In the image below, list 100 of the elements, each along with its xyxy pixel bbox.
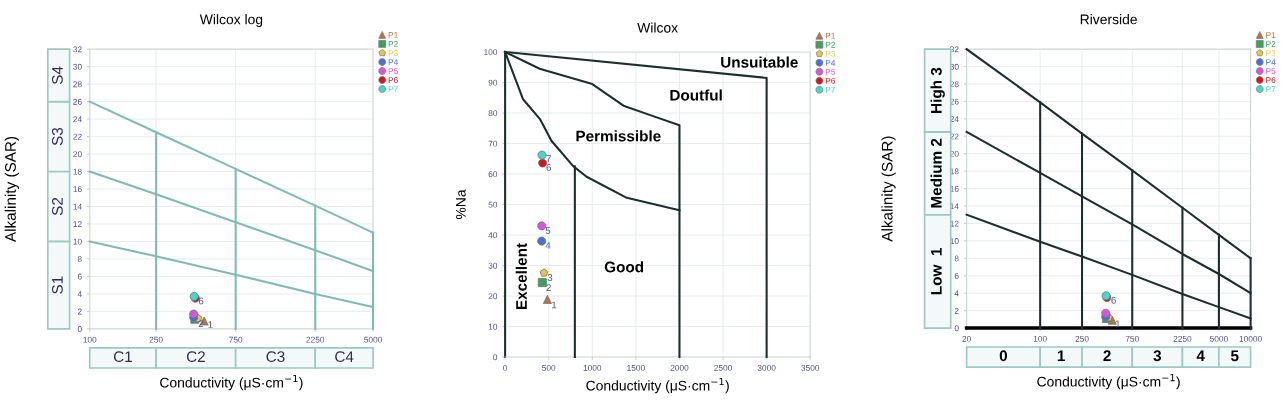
annotation: 7 bbox=[546, 155, 551, 162]
x-tick-label: 0 bbox=[503, 364, 508, 371]
annotation: 6 bbox=[1111, 296, 1116, 304]
legend-label: P3 bbox=[825, 50, 836, 57]
annotation: 1 bbox=[552, 301, 557, 309]
x-tick-label: 20 bbox=[962, 335, 971, 342]
annotation: 4 bbox=[545, 242, 551, 249]
text: High 3 bbox=[930, 67, 945, 113]
y-tick-label: 30 bbox=[488, 262, 498, 269]
y-tick-label: 12 bbox=[950, 220, 959, 227]
y-tick-label: 12 bbox=[73, 221, 82, 227]
x-tick-label: 10000 bbox=[1239, 335, 1262, 342]
y-tick-label: 40 bbox=[488, 232, 498, 239]
y-tick-label: 70 bbox=[488, 140, 498, 147]
y-axis-title: %Na bbox=[455, 189, 466, 220]
x-tick-label: 750 bbox=[1125, 335, 1139, 342]
y-tick-label: 2 bbox=[77, 308, 82, 315]
legend-label: P5 bbox=[1266, 68, 1276, 75]
y-tick-label: 2 bbox=[954, 307, 959, 314]
y-tick-label: 32 bbox=[73, 46, 82, 53]
x-tick-label: 1000 bbox=[583, 364, 602, 371]
legend-label: P2 bbox=[1266, 41, 1276, 47]
y-tick-label: 18 bbox=[950, 168, 959, 175]
x-tick-label: 2500 bbox=[714, 364, 732, 371]
chart-title: Wilcox log bbox=[199, 14, 263, 28]
legend-label: P6 bbox=[388, 77, 398, 83]
annotation: Good bbox=[604, 261, 644, 273]
x-tick-label: 750 bbox=[229, 336, 243, 343]
text: 2 bbox=[1103, 350, 1111, 361]
x-tick-label: 2250 bbox=[1173, 335, 1192, 342]
text: Low 1 bbox=[931, 248, 942, 295]
text: 3 bbox=[1153, 350, 1162, 362]
annotation: 2 bbox=[198, 320, 204, 327]
y-tick-label: 80 bbox=[488, 110, 498, 117]
text: S3 bbox=[52, 127, 63, 146]
y-tick-label: 30 bbox=[73, 63, 82, 70]
annotation: Permissible bbox=[576, 130, 661, 142]
annotation: Unsuitable bbox=[721, 56, 798, 68]
text: C4 bbox=[335, 351, 354, 363]
annotation: 1 bbox=[1115, 320, 1121, 328]
y-tick-label: 10 bbox=[73, 238, 82, 245]
y-tick-label: 4 bbox=[77, 291, 82, 297]
x-tick-label: 2250 bbox=[306, 336, 325, 343]
legend-label: P2 bbox=[825, 41, 835, 48]
chart-title: Wilcox bbox=[637, 22, 678, 33]
x-tick-label: 500 bbox=[542, 364, 556, 371]
y-tick-label: 90 bbox=[488, 79, 498, 86]
legend-label: P3 bbox=[388, 50, 398, 56]
y-axis-title: Alkalinity (SAR) bbox=[881, 136, 896, 242]
legend-label: P7 bbox=[1266, 86, 1276, 92]
y-tick-label: 6 bbox=[954, 272, 959, 279]
annotation: Doutful bbox=[670, 89, 722, 101]
legend-label: P6 bbox=[825, 77, 836, 84]
legend-label: P4 bbox=[1266, 59, 1276, 65]
text: 5 bbox=[1230, 350, 1239, 362]
chart-title: Riverside bbox=[1080, 14, 1137, 25]
text: S4 bbox=[52, 66, 63, 85]
y-tick-label: 6 bbox=[77, 273, 82, 280]
legend-label: P3 bbox=[1266, 50, 1276, 57]
text: S1 bbox=[52, 276, 63, 294]
text: 4 bbox=[1196, 350, 1205, 361]
legend-label: P6 bbox=[1266, 77, 1276, 84]
y-tick-label: 24 bbox=[73, 116, 82, 123]
legend-label: P1 bbox=[825, 32, 836, 39]
x-tick-label: 100 bbox=[83, 336, 97, 343]
x-tick-label: 250 bbox=[149, 336, 163, 343]
y-tick-label: 20 bbox=[73, 151, 82, 158]
text: C3 bbox=[266, 351, 285, 363]
y-tick-label: 4 bbox=[954, 290, 959, 297]
text: 0 bbox=[999, 350, 1008, 362]
y-tick-label: 14 bbox=[950, 203, 959, 210]
legend-label: P2 bbox=[388, 41, 398, 47]
x-tick-label: 5000 bbox=[364, 336, 383, 343]
legend-label: P1 bbox=[388, 32, 398, 38]
legend-label: P4 bbox=[388, 59, 399, 65]
annotation: Excellent bbox=[515, 243, 527, 310]
x-tick-label: 2000 bbox=[670, 364, 689, 371]
x-tick-label: 250 bbox=[1075, 335, 1089, 342]
y-tick-label: 0 bbox=[493, 354, 498, 361]
annotation: 3 bbox=[547, 274, 553, 281]
y-tick-label: 10 bbox=[488, 323, 498, 330]
y-tick-label: 16 bbox=[73, 186, 82, 193]
y-tick-label: 0 bbox=[77, 326, 82, 332]
x-axis-title: Conductivity (μS·cm$^{−1}$) bbox=[160, 375, 303, 391]
x-tick-label: 3500 bbox=[801, 364, 820, 371]
y-tick-label: 50 bbox=[488, 201, 498, 208]
y-tick-label: 22 bbox=[73, 133, 82, 140]
text: C2 bbox=[186, 351, 205, 363]
x-axis-title: Conductivity (μS·cm$^{−1}$) bbox=[586, 378, 729, 394]
legend-label: P7 bbox=[825, 87, 835, 93]
text: C1 bbox=[113, 351, 132, 363]
annotation: 2 bbox=[546, 284, 551, 291]
x-tick-label: 5000 bbox=[1209, 335, 1228, 342]
text: 1 bbox=[1057, 350, 1065, 361]
y-tick-label: 20 bbox=[488, 293, 498, 300]
text: Medium 2 bbox=[930, 138, 942, 208]
legend-label: P4 bbox=[825, 59, 836, 66]
y-tick-label: 14 bbox=[73, 203, 82, 210]
y-tick-label: 10 bbox=[950, 238, 959, 244]
y-tick-label: 18 bbox=[73, 168, 82, 175]
